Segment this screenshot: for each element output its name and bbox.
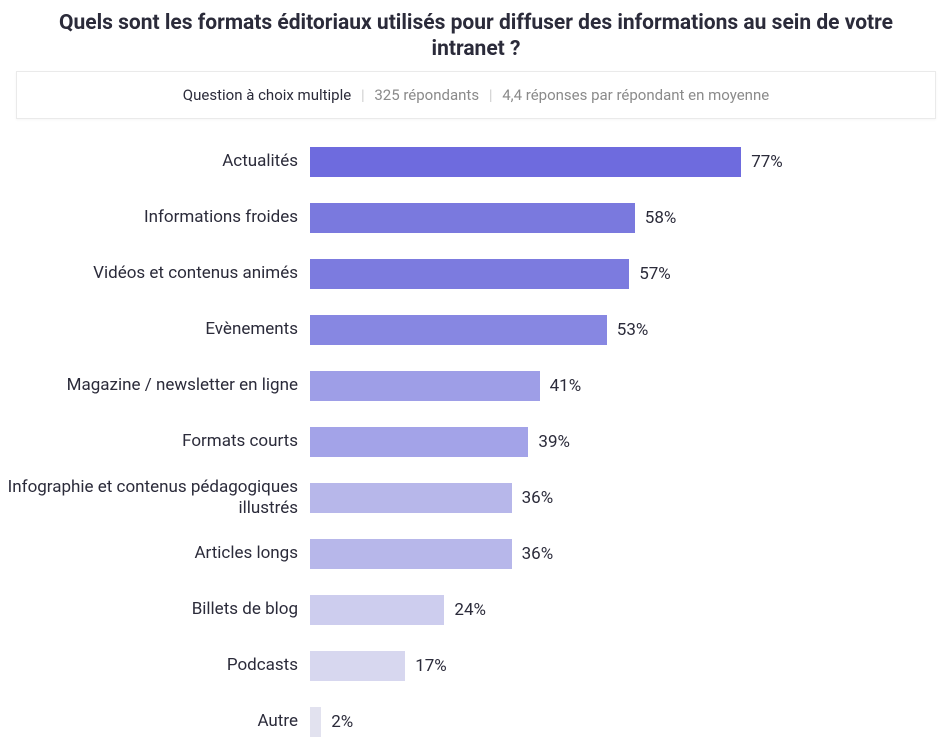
bar-label: Infographie et contenus pédagogiques ill… — [0, 473, 310, 523]
bar-value: 58% — [645, 208, 677, 228]
bar-track: 36% — [310, 483, 870, 513]
bar-label: Vidéos et contenus animés — [0, 249, 310, 299]
chart-rows: Actualités 77% Informations froides 58% Vidé… — [0, 137, 952, 747]
bar-fill — [310, 427, 528, 457]
chart-row: Actualités 77% — [0, 137, 912, 187]
bar-fill — [310, 315, 607, 345]
bar-track: 17% — [310, 651, 870, 681]
bar-label: Formats courts — [0, 417, 310, 467]
bar-value: 36% — [522, 488, 554, 508]
bar-label: Billets de blog — [0, 585, 310, 635]
chart-subtitle: Question à choix multiple | 325 répondan… — [16, 71, 936, 119]
bar-label: Articles longs — [0, 529, 310, 579]
bar-label: Podcasts — [0, 641, 310, 691]
chart-row: Articles longs 36% — [0, 529, 912, 579]
chart-row: Autre 2% — [0, 697, 912, 747]
chart-title: Quels sont les formats éditoriaux utilis… — [0, 0, 952, 67]
bar-fill — [310, 203, 635, 233]
bar-fill — [310, 595, 444, 625]
bar-track: 39% — [310, 427, 870, 457]
bar-fill — [310, 259, 629, 289]
bar-fill — [310, 707, 321, 737]
bar-fill — [310, 147, 741, 177]
bar-track: 57% — [310, 259, 870, 289]
chart-row: Formats courts 39% — [0, 417, 912, 467]
subtitle-respondents: 325 répondants — [374, 86, 479, 104]
bar-track: 36% — [310, 539, 870, 569]
bar-label: Magazine / newsletter en ligne — [0, 361, 310, 411]
chart-row: Vidéos et contenus animés 57% — [0, 249, 912, 299]
bar-label: Informations froides — [0, 193, 310, 243]
bar-track: 2% — [310, 707, 870, 737]
bar-value: 24% — [454, 600, 486, 620]
chart-container: Quels sont les formats éditoriaux utilis… — [0, 0, 952, 747]
bar-label: Evènements — [0, 305, 310, 355]
bar-track: 77% — [310, 147, 870, 177]
bar-value: 2% — [331, 712, 353, 732]
chart-row: Evènements 53% — [0, 305, 912, 355]
bar-value: 53% — [617, 320, 649, 340]
bar-label: Autre — [0, 697, 310, 747]
chart-row: Magazine / newsletter en ligne 41% — [0, 361, 912, 411]
chart-row: Podcasts 17% — [0, 641, 912, 691]
bar-fill — [310, 651, 405, 681]
bar-fill — [310, 483, 512, 513]
chart-row: Infographie et contenus pédagogiques ill… — [0, 473, 912, 523]
bar-fill — [310, 539, 512, 569]
subtitle-sep-1: | — [361, 86, 365, 104]
bar-track: 58% — [310, 203, 870, 233]
bar-track: 41% — [310, 371, 870, 401]
bar-value: 36% — [522, 544, 554, 564]
bar-value: 41% — [550, 376, 582, 396]
bar-value: 77% — [751, 152, 783, 172]
bar-label: Actualités — [0, 137, 310, 187]
subtitle-sep-2: | — [489, 86, 493, 104]
bar-value: 39% — [538, 432, 570, 452]
bar-track: 53% — [310, 315, 870, 345]
chart-row: Informations froides 58% — [0, 193, 912, 243]
chart-row: Billets de blog 24% — [0, 585, 912, 635]
bar-fill — [310, 371, 540, 401]
subtitle-question: Question à choix multiple — [183, 86, 351, 104]
bar-value: 17% — [415, 656, 447, 676]
bar-value: 57% — [639, 264, 671, 284]
subtitle-avg: 4,4 réponses par répondant en moyenne — [502, 86, 769, 104]
bar-track: 24% — [310, 595, 870, 625]
